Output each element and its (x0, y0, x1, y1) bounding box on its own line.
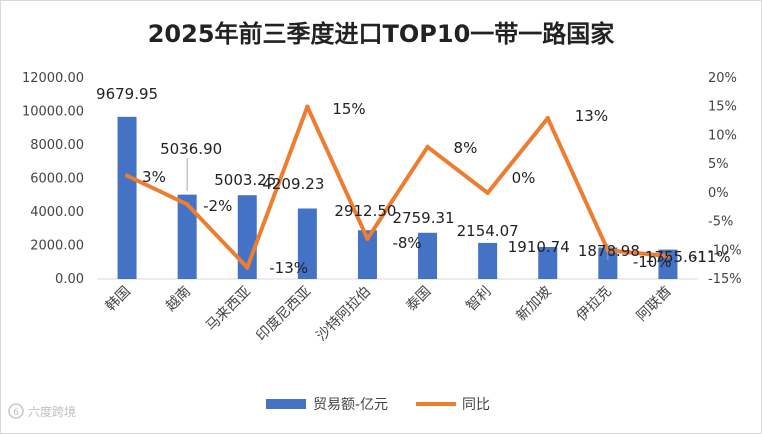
line-data-label: 13% (575, 107, 608, 125)
bar-trade-value (418, 232, 438, 279)
line-point-yoy (245, 265, 250, 270)
legend: 贸易额-亿元 同比 (266, 397, 490, 413)
right-axis-tick-label: 15% (708, 100, 737, 115)
right-axis-tick-label: -10% (708, 243, 742, 258)
bar-data-label: 2912.50 (334, 202, 396, 220)
line-data-label: -8% (392, 234, 421, 252)
bar-trade-value (297, 208, 317, 279)
watermark-text: 六度跨境 (28, 404, 76, 419)
legend-bar-label: 贸易额-亿元 (313, 397, 388, 413)
watermark: 6 六度跨境 (8, 403, 76, 419)
bar-trade-value (598, 247, 618, 279)
right-axis-tick-label: 0% (708, 186, 729, 201)
line-point-yoy (545, 116, 550, 121)
line-point-yoy (665, 253, 671, 259)
watermark-logo-text: 6 (13, 408, 19, 418)
line-point-yoy (305, 104, 310, 109)
line-point-yoy (124, 173, 130, 178)
bar-data-label: 2154.07 (457, 222, 519, 240)
line-data-label: -10% (633, 253, 672, 271)
bar-data-label: 4209.23 (262, 175, 324, 193)
bar-data-label: 5003.25 (214, 171, 276, 189)
right-axis-tick-label: 10% (708, 128, 737, 143)
line-data-label: 8% (454, 139, 478, 157)
chart-title: 2025年前三季度进口TOP10一带一路国家 (148, 20, 615, 48)
bars-layer (117, 116, 678, 279)
left-axis-tick-label: 6000.00 (30, 172, 84, 187)
legend-bar-swatch (266, 399, 306, 409)
bar-data-label: 9679.95 (96, 85, 158, 103)
line-point-yoy (425, 144, 430, 150)
bar-data-label: 1878.98 (578, 242, 640, 260)
line-data-label: 0% (512, 169, 536, 187)
right-axis-tick-label: -5% (708, 215, 733, 230)
line-point-yoy (365, 236, 370, 241)
left-axis-tick-label: 2000.00 (30, 239, 84, 254)
bar-trade-value (538, 246, 558, 279)
legend-line-label: 同比 (462, 397, 490, 413)
line-data-label: -11% (692, 248, 731, 266)
line-point-yoy (184, 202, 190, 207)
bar-trade-value (478, 242, 498, 279)
line-data-label: -2% (203, 197, 232, 215)
right-axis-tick-label: 20% (708, 71, 737, 86)
bar-data-label: 1910.74 (508, 238, 570, 256)
bar-trade-value (117, 116, 137, 279)
right-axis-tick-label: 5% (708, 157, 729, 172)
watermark-logo-icon (8, 403, 24, 419)
line-yoy-growth (125, 104, 670, 270)
bar-data-label: 5036.90 (160, 140, 222, 158)
bar-data-label: 1755.61 (645, 248, 707, 266)
left-axis-tick-label: 8000.00 (30, 138, 84, 153)
left-axis-tick-label: 10000.00 (22, 105, 84, 120)
line-point-yoy (485, 190, 490, 196)
left-axis-tick-label: 0.00 (55, 272, 84, 287)
bar-data-label: 2759.31 (393, 209, 455, 227)
bar-trade-value (357, 230, 377, 279)
line-data-label: 15% (332, 100, 365, 118)
left-axis-tick-label: 4000.00 (30, 205, 84, 220)
right-axis-tick-label: -15% (708, 272, 742, 287)
bar-trade-value (177, 194, 197, 279)
left-axis-tick-label: 12000.00 (22, 71, 84, 86)
line-data-label: 3% (142, 168, 166, 186)
line-layer (124, 104, 671, 270)
line-data-label: -13% (269, 259, 308, 277)
